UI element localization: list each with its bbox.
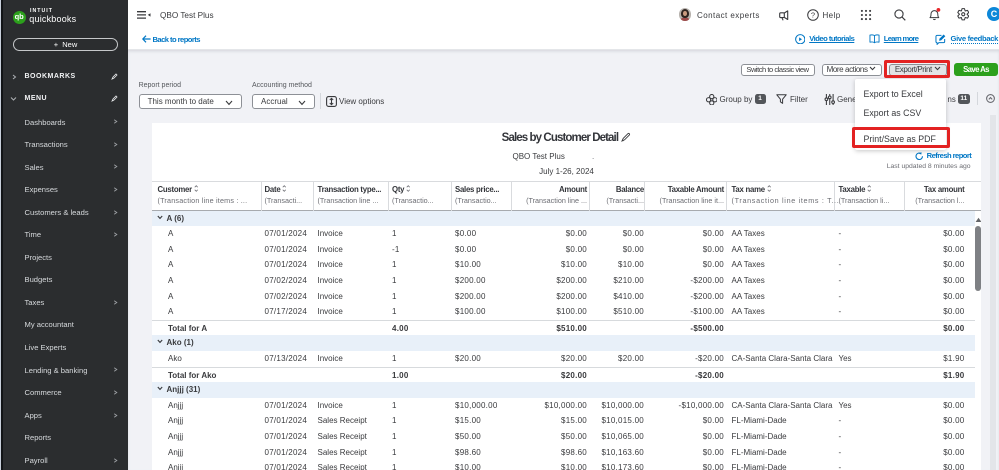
- svg-text:?: ?: [811, 10, 815, 19]
